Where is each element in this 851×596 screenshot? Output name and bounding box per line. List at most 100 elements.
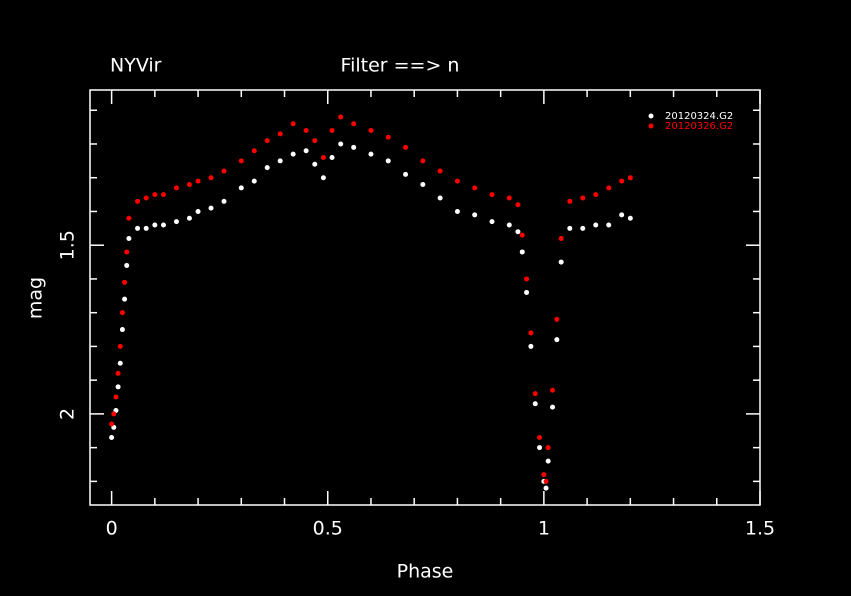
data-point bbox=[135, 225, 141, 231]
data-point bbox=[290, 121, 296, 127]
data-point bbox=[160, 222, 166, 228]
data-point bbox=[173, 219, 179, 225]
data-point bbox=[454, 208, 460, 214]
data-point bbox=[403, 171, 409, 177]
data-point bbox=[454, 178, 460, 184]
legend-label: 20120324.G2 bbox=[665, 111, 733, 122]
data-point bbox=[221, 168, 227, 174]
x-tick-label: 1.5 bbox=[745, 518, 775, 540]
data-point bbox=[126, 235, 132, 241]
data-point bbox=[117, 343, 123, 349]
data-point bbox=[567, 198, 573, 204]
data-point bbox=[619, 178, 625, 184]
data-point bbox=[152, 192, 158, 198]
y-axis-label: mag bbox=[25, 277, 47, 319]
data-point bbox=[111, 411, 117, 417]
data-point bbox=[567, 225, 573, 231]
data-point bbox=[606, 185, 612, 191]
object-label: NYVir bbox=[110, 55, 162, 77]
data-point bbox=[420, 158, 426, 164]
data-point bbox=[124, 262, 130, 268]
data-point bbox=[519, 249, 525, 255]
data-point bbox=[524, 276, 530, 282]
data-point bbox=[558, 259, 564, 265]
data-point bbox=[506, 222, 512, 228]
x-tick-label: 1 bbox=[538, 518, 550, 540]
data-point bbox=[251, 148, 257, 154]
data-point bbox=[290, 151, 296, 157]
data-point bbox=[160, 192, 166, 198]
data-point bbox=[437, 195, 443, 201]
data-point bbox=[541, 472, 547, 478]
data-point bbox=[113, 394, 119, 400]
data-point bbox=[519, 232, 525, 238]
data-point bbox=[303, 148, 309, 154]
data-point bbox=[208, 205, 214, 211]
x-tick-label: 0 bbox=[106, 518, 118, 540]
data-point bbox=[619, 212, 625, 218]
x-tick-label: 0.5 bbox=[313, 518, 343, 540]
data-point bbox=[320, 175, 326, 181]
data-point bbox=[303, 127, 309, 133]
data-point bbox=[580, 225, 586, 231]
data-point bbox=[186, 215, 192, 221]
data-point bbox=[524, 289, 530, 295]
legend-marker bbox=[648, 113, 654, 119]
data-point bbox=[186, 181, 192, 187]
data-point bbox=[368, 151, 374, 157]
data-point bbox=[558, 235, 564, 241]
data-point bbox=[143, 195, 149, 201]
data-point bbox=[122, 296, 128, 302]
data-point bbox=[312, 138, 318, 144]
data-point bbox=[338, 141, 344, 147]
data-point bbox=[537, 445, 543, 451]
data-point bbox=[545, 458, 551, 464]
data-point bbox=[221, 198, 227, 204]
data-point bbox=[173, 185, 179, 191]
data-point bbox=[506, 195, 512, 201]
data-point bbox=[543, 478, 549, 484]
data-point bbox=[338, 114, 344, 120]
data-point bbox=[109, 421, 115, 427]
data-point bbox=[606, 222, 612, 228]
data-point bbox=[515, 229, 521, 235]
data-point bbox=[550, 387, 556, 393]
data-point bbox=[135, 198, 141, 204]
plot-frame bbox=[89, 89, 761, 506]
data-point bbox=[329, 127, 335, 133]
data-point bbox=[124, 249, 130, 255]
data-point bbox=[264, 138, 270, 144]
data-point bbox=[277, 158, 283, 164]
data-point bbox=[489, 219, 495, 225]
data-point bbox=[580, 195, 586, 201]
data-point bbox=[312, 161, 318, 167]
data-point bbox=[329, 154, 335, 160]
data-point bbox=[593, 192, 599, 198]
data-point bbox=[554, 337, 560, 343]
data-point bbox=[420, 181, 426, 187]
data-point bbox=[550, 404, 556, 410]
data-point bbox=[472, 212, 478, 218]
data-point bbox=[115, 370, 121, 376]
data-point bbox=[119, 327, 125, 333]
data-point bbox=[119, 310, 125, 316]
data-point bbox=[385, 134, 391, 140]
data-point bbox=[122, 279, 128, 285]
data-point bbox=[238, 158, 244, 164]
data-point bbox=[515, 202, 521, 208]
data-point bbox=[264, 165, 270, 171]
data-point bbox=[117, 360, 123, 366]
chart-title: Filter ==> n bbox=[341, 55, 460, 77]
legend-label: 20120326.G2 bbox=[665, 121, 733, 132]
data-point bbox=[195, 178, 201, 184]
data-point bbox=[115, 384, 121, 390]
data-point bbox=[126, 215, 132, 221]
data-point bbox=[489, 192, 495, 198]
data-point bbox=[472, 185, 478, 191]
data-point bbox=[208, 175, 214, 181]
data-point bbox=[627, 175, 633, 181]
data-point bbox=[251, 178, 257, 184]
data-point bbox=[537, 435, 543, 441]
data-point bbox=[320, 154, 326, 160]
